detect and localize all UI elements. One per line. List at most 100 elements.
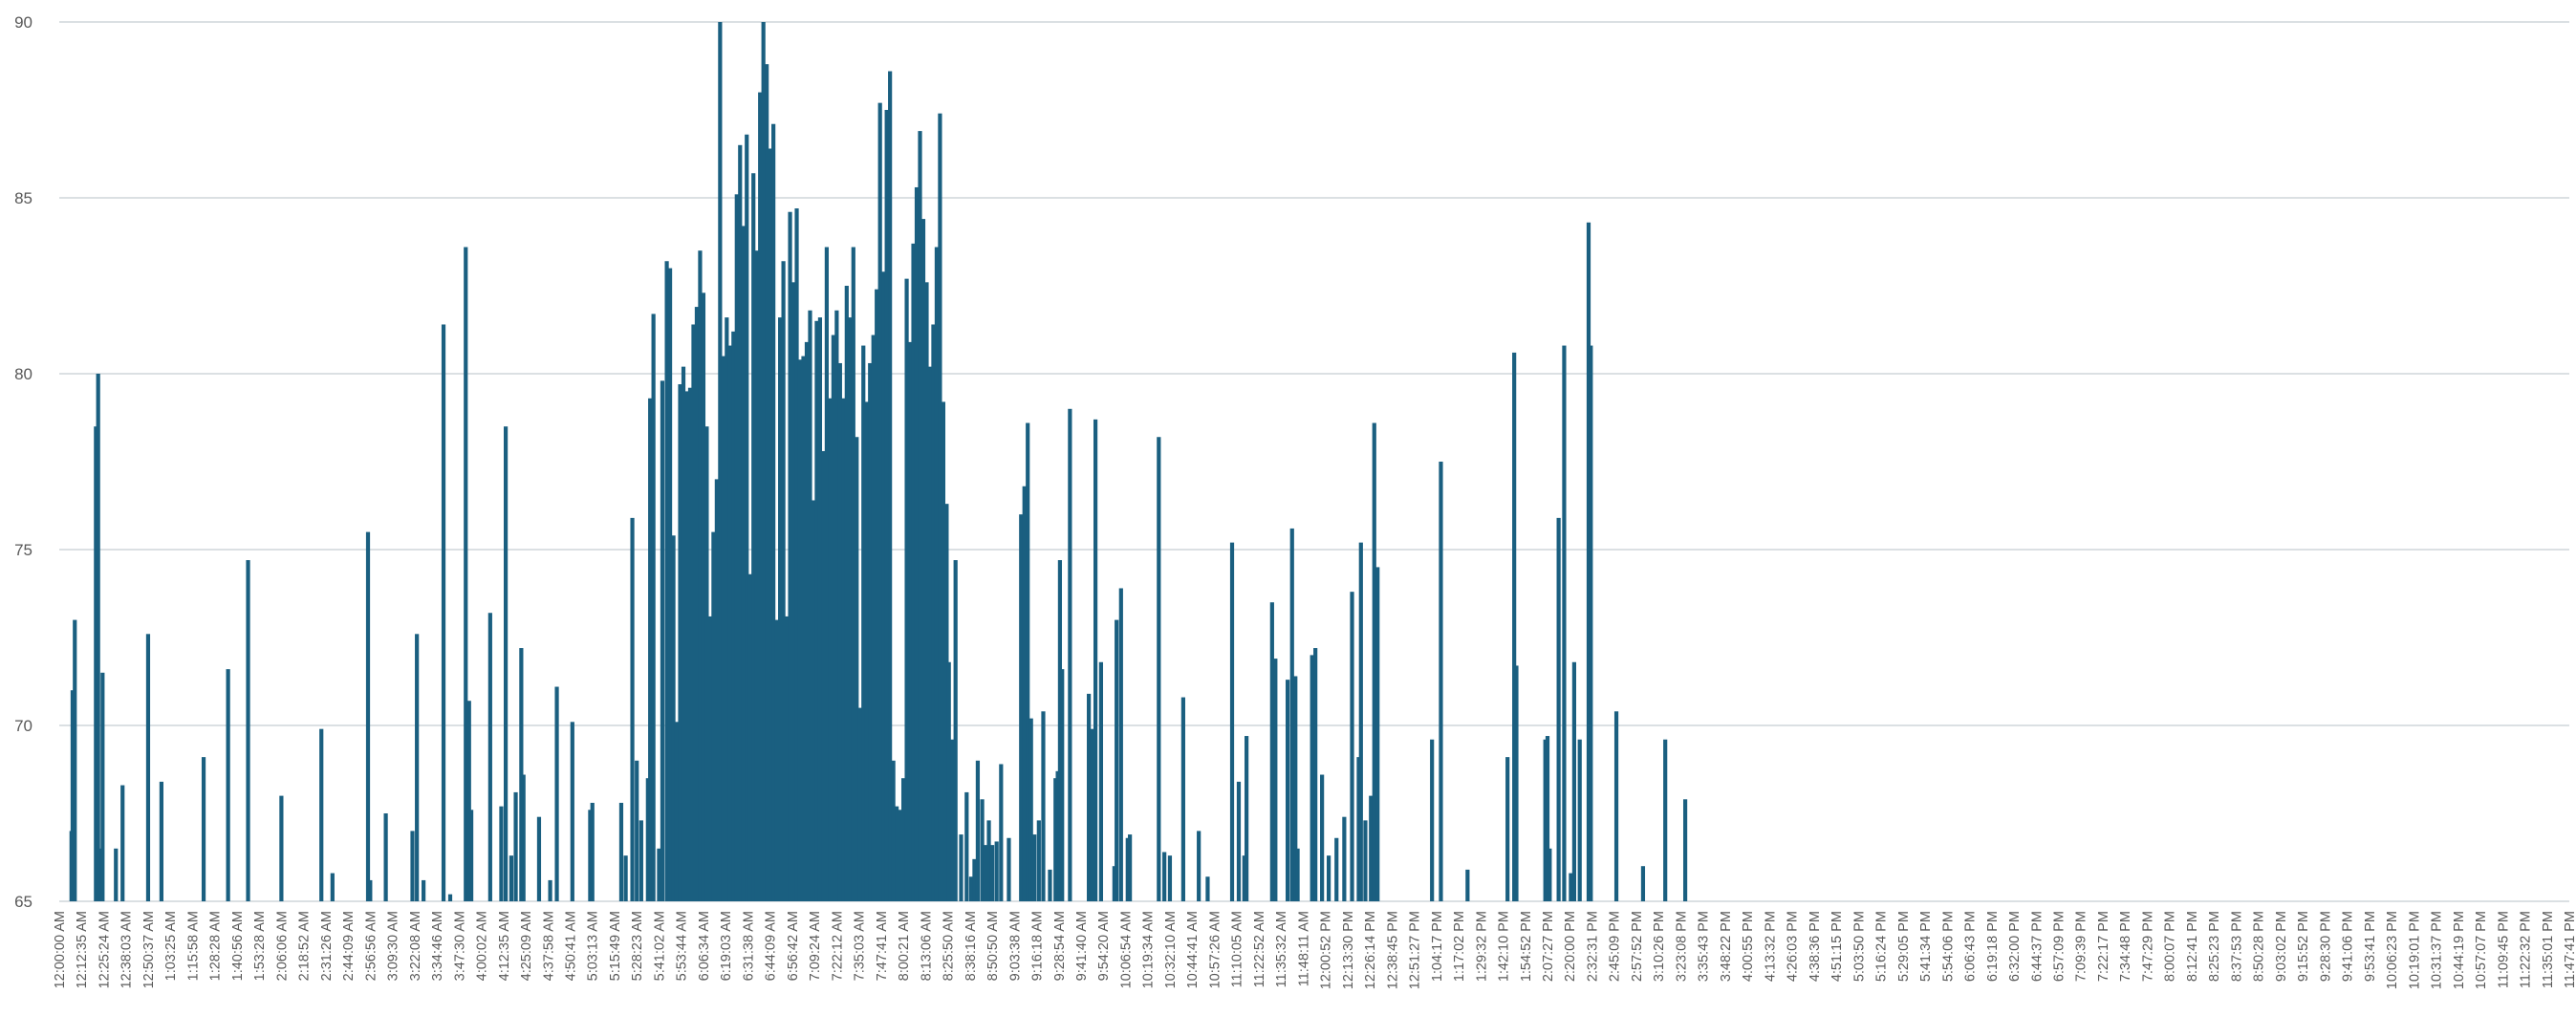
bar: [145, 634, 151, 901]
bar: [1327, 855, 1331, 901]
x-tick-label: 9:53:41 PM: [2363, 911, 2378, 982]
bar: [1293, 676, 1298, 901]
x-tick-label: 8:13:06 AM: [919, 911, 934, 981]
bar: [681, 366, 686, 901]
x-tick-label: 2:31:26 AM: [319, 911, 335, 981]
bar: [1545, 736, 1550, 901]
bar: [1613, 711, 1619, 901]
bar: [687, 387, 693, 902]
x-tick-label: 6:32:00 PM: [2007, 911, 2023, 982]
bar: [657, 848, 661, 901]
bar: [938, 113, 942, 902]
bar: [422, 879, 426, 901]
x-tick-label: 9:16:18 AM: [1030, 911, 1046, 981]
x-tick-label: 12:38:03 AM: [119, 911, 135, 988]
x-tick-label: 6:06:43 PM: [1963, 911, 1979, 982]
x-tick-label: 10:19:01 PM: [2407, 911, 2422, 989]
bar: [368, 879, 373, 901]
bar: [968, 876, 974, 901]
x-tick-label: 4:00:55 PM: [1741, 911, 1756, 982]
x-tick-label: 12:51:27 PM: [1408, 911, 1423, 989]
x-tick-label: 5:15:49 AM: [608, 911, 623, 981]
bar: [499, 806, 504, 901]
bar: [924, 282, 929, 901]
x-tick-label: 5:28:23 AM: [630, 911, 645, 981]
bar: [911, 243, 916, 902]
bar: [630, 517, 635, 901]
x-tick-label: 3:48:22 PM: [1719, 911, 1734, 982]
y-tick-label: 90: [14, 13, 32, 32]
x-tick-label: 1:54:52 PM: [1519, 911, 1534, 982]
bar: [1090, 728, 1094, 901]
bar: [704, 426, 709, 901]
x-tick-label: 1:42:10 PM: [1497, 911, 1512, 982]
bar: [794, 208, 799, 902]
x-tick-label: 6:56:42 AM: [786, 911, 801, 981]
bar: [1236, 781, 1242, 901]
x-tick-label: 5:16:24 PM: [1874, 911, 1890, 982]
x-tick-label: 4:50:41 AM: [563, 911, 578, 981]
bar: [1682, 799, 1688, 901]
bar: [734, 194, 739, 901]
bar: [1310, 655, 1314, 901]
bar: [468, 810, 474, 901]
bar: [927, 366, 933, 901]
bar: [861, 345, 866, 901]
x-tick-label: 3:10:26 PM: [1652, 911, 1667, 982]
x-tick-label: 3:47:30 AM: [452, 911, 467, 981]
bar: [1057, 560, 1063, 901]
x-tick-label: 1:04:17 PM: [1430, 911, 1445, 982]
bar: [447, 894, 453, 901]
bar: [1334, 837, 1339, 901]
bar: [707, 616, 712, 901]
x-tick-label: 4:00:02 AM: [475, 911, 490, 981]
x-tick-label: 4:13:32 PM: [1763, 911, 1778, 982]
bar: [898, 810, 902, 901]
bar: [877, 102, 882, 901]
bar: [1028, 718, 1033, 901]
bar: [1125, 837, 1130, 901]
x-tick-label: 9:03:02 PM: [2274, 911, 2289, 982]
bar: [1041, 711, 1046, 901]
x-tick-label: 6:19:03 AM: [719, 911, 734, 981]
bar: [660, 380, 665, 901]
bar: [946, 661, 951, 901]
bar: [100, 672, 105, 901]
bar: [1022, 486, 1027, 901]
bar: [1356, 757, 1361, 901]
x-tick-label: 11:10:05 AM: [1230, 911, 1245, 987]
bar: [1167, 855, 1173, 901]
bar: [914, 186, 920, 901]
bar: [784, 616, 790, 901]
bar: [797, 359, 803, 901]
bar: [1205, 876, 1210, 901]
bar: [466, 701, 471, 901]
x-tick-label: 8:12:41 PM: [2185, 911, 2200, 982]
x-tick-label: 7:22:12 AM: [830, 911, 845, 981]
bar: [246, 560, 250, 901]
bar: [731, 331, 736, 902]
x-tick-label: 1:40:56 AM: [230, 911, 246, 981]
bar: [1663, 739, 1668, 901]
bar: [741, 226, 746, 901]
bar: [1505, 757, 1510, 901]
bar: [778, 317, 783, 901]
bar: [1375, 567, 1380, 901]
bar: [1112, 866, 1116, 901]
bar: [1229, 542, 1235, 901]
x-tick-label: 11:35:01 PM: [2541, 911, 2556, 988]
bar: [667, 268, 673, 902]
bar: [1098, 661, 1104, 901]
bar: [701, 292, 706, 901]
x-tick-label: 4:26:03 PM: [1786, 911, 1801, 982]
x-tick-label: 10:57:26 AM: [1207, 911, 1223, 988]
bar: [747, 573, 752, 901]
bar: [1286, 680, 1290, 901]
bar: [96, 374, 100, 901]
bar: [1093, 419, 1098, 901]
x-tick-label: 2:18:52 AM: [297, 911, 313, 981]
bar: [1118, 588, 1123, 901]
x-tick-label: 4:38:36 PM: [1808, 911, 1823, 982]
bar: [415, 634, 420, 901]
x-tick-label: 10:06:23 PM: [2385, 911, 2400, 989]
